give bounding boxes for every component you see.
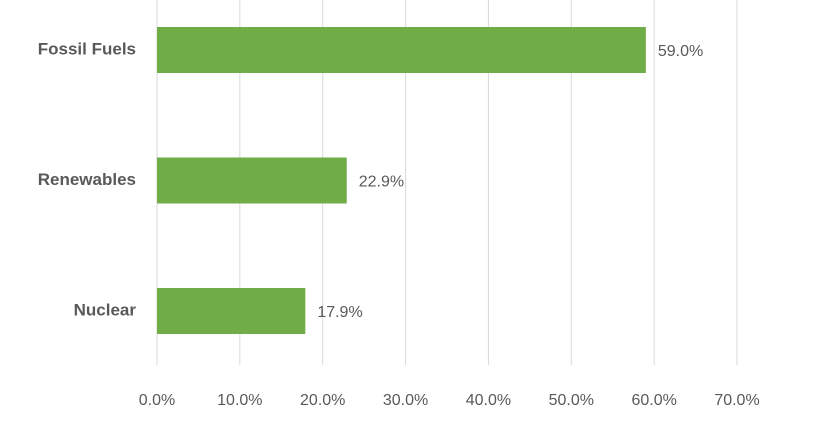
x-tick-label: 30.0%: [383, 392, 428, 409]
x-tick-label: 20.0%: [300, 392, 345, 409]
data-label: 17.9%: [317, 304, 362, 321]
y-tick-label: Fossil Fuels: [38, 39, 136, 58]
y-tick-label: Nuclear: [74, 300, 137, 319]
x-tick-label: 10.0%: [217, 392, 262, 409]
x-tick-label: 40.0%: [466, 392, 511, 409]
bar: [157, 27, 646, 73]
data-label: 22.9%: [359, 174, 404, 191]
data-label: 59.0%: [658, 43, 703, 60]
bar: [157, 288, 306, 334]
x-tick-label: 50.0%: [549, 392, 594, 409]
x-tick-label: 60.0%: [631, 392, 676, 409]
x-tick-label: 70.0%: [714, 392, 759, 409]
bar: [157, 157, 347, 204]
x-tick-label: 0.0%: [139, 392, 175, 409]
y-tick-label: Renewables: [38, 170, 136, 189]
